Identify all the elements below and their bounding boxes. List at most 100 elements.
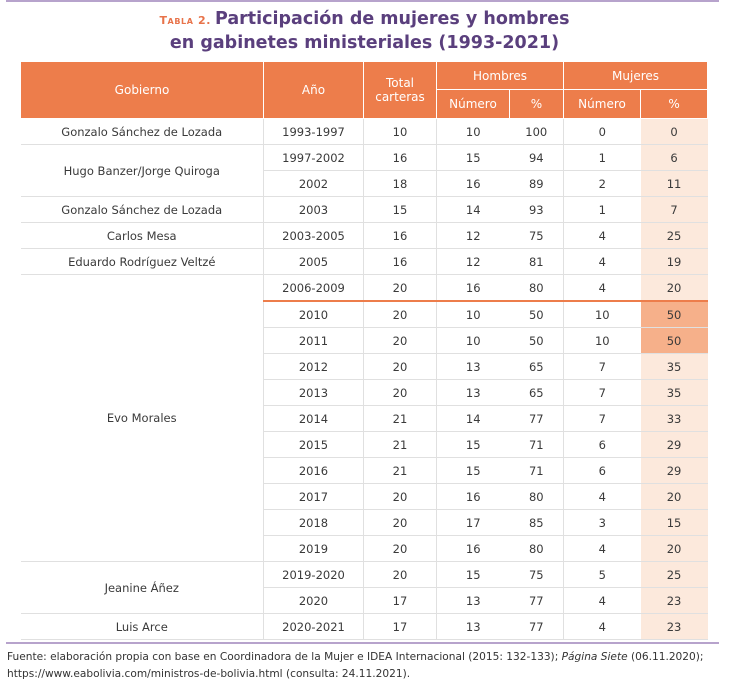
top-divider xyxy=(6,0,719,2)
cell-mujeres-pct: 19 xyxy=(640,248,708,275)
cell-hombres-pct: 65 xyxy=(509,379,565,406)
cell-mujeres-numero: 2 xyxy=(563,170,641,197)
table-number-label: Tabla 2. xyxy=(159,14,211,27)
cell-mujeres-pct: 33 xyxy=(640,405,708,432)
header-mujeres-numero: Número xyxy=(563,89,642,119)
cell-gobierno: Gonzalo Sánchez de Lozada xyxy=(20,196,264,223)
header-mujeres-pct: % xyxy=(640,89,709,119)
source-footnote: Fuente: elaboración propia con base en C… xyxy=(7,649,723,683)
cell-mujeres-numero: 4 xyxy=(563,535,641,562)
cell-total: 20 xyxy=(363,300,437,328)
cell-total: 16 xyxy=(363,222,437,249)
table-title: Tabla 2. Participación de mujeres y hombr… xyxy=(0,8,729,55)
cell-mujeres-numero: 10 xyxy=(563,327,641,354)
header-mujeres: Mujeres xyxy=(563,61,709,90)
cell-mujeres-numero: 4 xyxy=(563,613,641,640)
cell-mujeres-pct: 15 xyxy=(640,509,708,536)
cell-hombres-numero: 13 xyxy=(436,353,510,380)
footnote-url: https://www.eabolivia.com/ministros-de-b… xyxy=(7,668,411,680)
cell-mujeres-pct: 11 xyxy=(640,170,708,197)
cell-gobierno: Carlos Mesa xyxy=(20,222,264,249)
cell-hombres-pct: 85 xyxy=(509,509,565,536)
cell-mujeres-numero: 4 xyxy=(563,483,641,510)
cell-mujeres-pct: 35 xyxy=(640,353,708,380)
cell-mujeres-numero: 3 xyxy=(563,509,641,536)
cell-mujeres-numero: 4 xyxy=(563,222,641,249)
cell-mujeres-pct: 50 xyxy=(640,300,708,328)
cell-anio: 2012 xyxy=(263,353,364,380)
cell-total: 20 xyxy=(363,353,437,380)
cell-hombres-pct: 80 xyxy=(509,535,565,562)
table-row: Eduardo Rodríguez Veltzé 2005 16 12 81 4 19 xyxy=(20,248,708,275)
cell-total: 18 xyxy=(363,170,437,197)
cell-hombres-numero: 13 xyxy=(436,587,510,614)
cell-mujeres-numero: 10 xyxy=(563,300,641,328)
cell-total: 16 xyxy=(363,144,437,171)
cell-hombres-pct: 50 xyxy=(509,300,565,328)
table-row: Carlos Mesa 2003-2005 16 12 75 4 25 xyxy=(20,222,708,249)
cabinet-participation-table: Gobierno Año Total carteras Hombres Muje… xyxy=(20,61,709,640)
cell-anio: 2013 xyxy=(263,379,364,406)
cell-mujeres-numero: 1 xyxy=(563,144,641,171)
cell-hombres-numero: 16 xyxy=(436,535,510,562)
cell-hombres-numero: 15 xyxy=(436,561,510,588)
cell-hombres-numero: 17 xyxy=(436,509,510,536)
cell-mujeres-numero: 6 xyxy=(563,457,641,484)
cell-hombres-pct: 50 xyxy=(509,327,565,354)
cell-mujeres-pct: 20 xyxy=(640,483,708,510)
table-row: 2013 20 13 65 7 35 xyxy=(21,379,708,406)
table-row: Jeanine Áñez 2019-2020 20 15 75 5 25 xyxy=(20,561,708,614)
cell-mujeres-pct: 50 xyxy=(640,327,708,354)
cell-mujeres-numero: 4 xyxy=(563,274,641,302)
cell-anio: 2003 xyxy=(263,196,364,223)
cell-total: 20 xyxy=(363,509,437,536)
cell-total: 20 xyxy=(363,274,437,302)
table-row: Evo Morales 2006-2009 20 16 80 4 20 xyxy=(20,274,708,562)
header-anio: Año xyxy=(263,61,364,119)
cell-hombres-pct: 75 xyxy=(509,561,565,588)
footnote-date: (06.11.2020); xyxy=(627,651,704,663)
cell-mujeres-numero: 4 xyxy=(563,587,641,614)
cell-mujeres-pct: 25 xyxy=(640,561,708,588)
table-row: Luis Arce 2020-2021 17 13 77 4 23 xyxy=(20,613,708,640)
footnote-italic-source: Página Siete xyxy=(561,651,628,663)
cell-hombres-numero: 13 xyxy=(436,379,510,406)
cell-gobierno: Eduardo Rodríguez Veltzé xyxy=(20,248,264,275)
cell-mujeres-pct: 25 xyxy=(640,222,708,249)
cell-hombres-pct: 94 xyxy=(509,144,565,171)
cell-total: 17 xyxy=(363,587,437,614)
cell-hombres-pct: 93 xyxy=(509,196,565,223)
cell-anio: 2002 xyxy=(263,170,364,197)
cell-mujeres-pct: 35 xyxy=(640,379,708,406)
header-hombres-numero: Número xyxy=(436,89,510,119)
cell-anio: 2016 xyxy=(263,457,364,484)
cell-total: 21 xyxy=(363,405,437,432)
cell-anio: 2015 xyxy=(263,431,364,458)
cell-mujeres-pct: 23 xyxy=(640,587,708,614)
cell-anio: 2003-2005 xyxy=(263,222,364,249)
cell-anio: 2019 xyxy=(263,535,364,562)
cell-hombres-pct: 80 xyxy=(509,274,565,302)
cell-hombres-pct: 71 xyxy=(509,431,565,458)
cell-hombres-numero: 15 xyxy=(436,457,510,484)
cell-mujeres-numero: 1 xyxy=(563,196,641,223)
cell-total: 20 xyxy=(363,561,437,588)
cell-anio: 2014 xyxy=(263,405,364,432)
title-line-1: Participación de mujeres y hombres xyxy=(215,9,570,29)
cell-anio: 1997-2002 xyxy=(263,144,364,171)
cell-hombres-numero: 14 xyxy=(436,405,510,432)
cell-mujeres-numero: 4 xyxy=(563,248,641,275)
cell-mujeres-numero: 5 xyxy=(563,561,641,588)
cell-hombres-pct: 75 xyxy=(509,222,565,249)
table-row: 2020 17 13 77 4 23 xyxy=(21,587,708,614)
cell-total: 21 xyxy=(363,431,437,458)
cell-mujeres-pct: 23 xyxy=(640,613,708,640)
cell-mujeres-pct: 29 xyxy=(640,431,708,458)
cell-hombres-numero: 10 xyxy=(436,300,510,328)
table-row: 2017 20 16 80 4 20 xyxy=(21,483,708,510)
cell-anio: 2006-2009 xyxy=(263,274,364,302)
cell-hombres-numero: 15 xyxy=(436,431,510,458)
header-gobierno: Gobierno xyxy=(20,61,264,119)
cell-hombres-numero: 10 xyxy=(436,118,510,145)
table-body: Gonzalo Sánchez de Lozada 1993-1997 10 10 10… xyxy=(20,118,708,640)
